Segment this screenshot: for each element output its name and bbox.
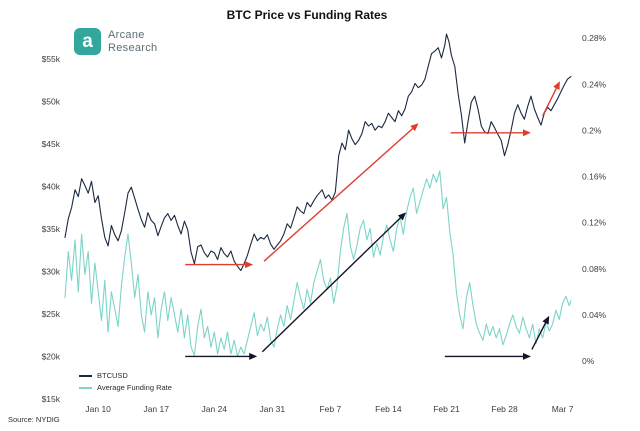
legend-item-btcusd: BTCUSD: [79, 371, 172, 380]
arcane-logo-text: Arcane Research: [108, 29, 157, 54]
x-axis-tick-label: Jan 24: [202, 404, 228, 414]
arcane-research-logo: a Arcane Research: [74, 28, 157, 55]
price-axis-tick-label: $30k: [42, 266, 61, 276]
btcusd-line: [64, 33, 572, 272]
funding-axis-tick-label: 0.16%: [582, 172, 607, 182]
price-axis-tick-label: $45k: [42, 139, 61, 149]
price-axis-tick-label: $40k: [42, 181, 61, 191]
brand-name-top: Arcane: [108, 28, 145, 41]
x-axis-tick-label: Jan 10: [85, 404, 111, 414]
legend-label-funding-rate: Average Funding Rate: [97, 383, 172, 392]
funding-axis-tick-label: 0.2%: [582, 125, 602, 135]
price-axis-tick-label: $50k: [42, 96, 61, 106]
funding-axis-tick-label: 0%: [582, 356, 595, 366]
chart-title: BTC Price vs Funding Rates: [226, 8, 388, 22]
legend-label-btcusd: BTCUSD: [97, 371, 128, 380]
price-axis-tick-label: $25k: [42, 309, 61, 319]
red-trend-arrow: [542, 81, 560, 117]
price-axis-tick-label: $35k: [42, 224, 61, 234]
x-axis-tick-label: Feb 14: [375, 404, 402, 414]
brand-name-bottom: Research: [108, 41, 158, 54]
price-axis-tick-label: $55k: [42, 54, 61, 64]
btcusd-line-swatch: [79, 374, 92, 377]
x-axis-tick-label: Jan 31: [260, 404, 286, 414]
legend-item-funding-rate: Average Funding Rate: [79, 383, 172, 392]
funding-axis-tick-label: 0.28%: [582, 33, 607, 43]
funding-axis-tick-label: 0.08%: [582, 264, 607, 274]
black-trend-arrow: [261, 212, 407, 353]
funding-axis-tick-label: 0.24%: [582, 79, 607, 89]
x-axis-tick-label: Jan 17: [143, 404, 169, 414]
x-axis-tick-label: Feb 28: [491, 404, 518, 414]
x-axis-tick-label: Feb 7: [319, 404, 341, 414]
funding-axis-tick-label: 0.04%: [582, 310, 607, 320]
chart-legend: BTCUSD Average Funding Rate: [79, 371, 172, 392]
red-trend-arrow: [263, 123, 419, 262]
x-axis-tick-label: Mar 7: [552, 404, 574, 414]
price-axis-tick-label: $15k: [42, 394, 61, 404]
black-trend-arrow: [531, 315, 550, 350]
funding-axis-tick-label: 0.12%: [582, 218, 607, 228]
funding-rate-line-swatch: [79, 386, 92, 389]
x-axis-tick-label: Feb 21: [433, 404, 460, 414]
source-label: Source: NYDIG: [8, 415, 60, 424]
funding-rate-line: [64, 170, 572, 357]
arcane-a-icon: a: [74, 28, 101, 55]
price-axis-tick-label: $20k: [42, 351, 61, 361]
